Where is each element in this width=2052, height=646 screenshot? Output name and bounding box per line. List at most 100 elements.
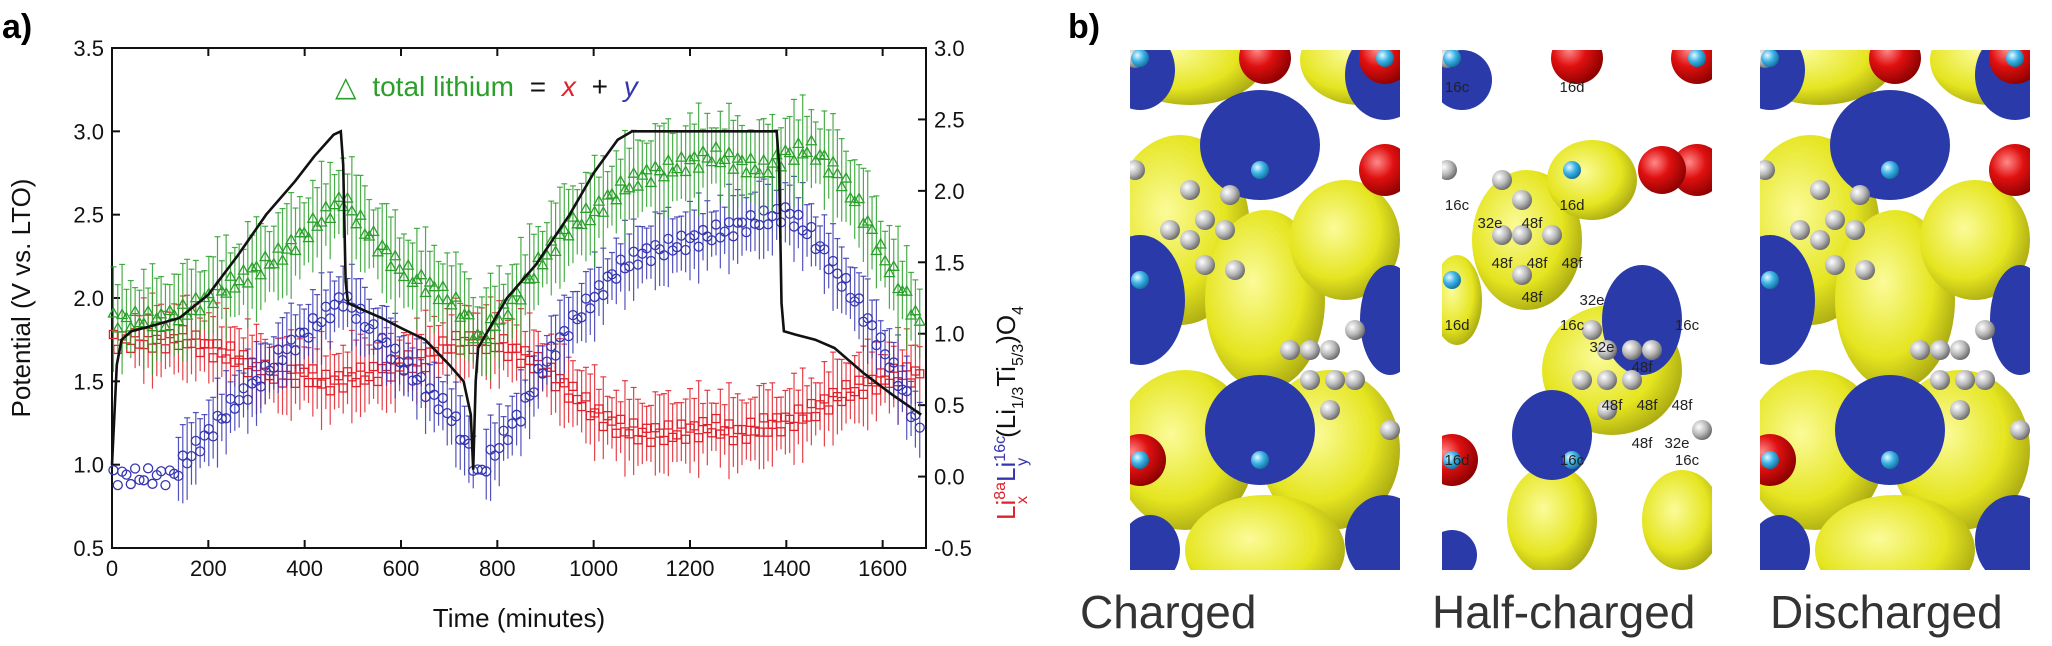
blue-density (1345, 495, 1400, 570)
lithium-atom (1810, 180, 1830, 200)
right-title-sub-13: 1/3 (1010, 387, 1027, 409)
total-point (376, 238, 389, 250)
lithium-atom (1130, 160, 1145, 180)
total-point (666, 165, 679, 177)
total-point (428, 280, 441, 292)
y-point (147, 478, 158, 489)
total-point (714, 156, 727, 168)
total-point (831, 167, 844, 179)
lithium-atom (1345, 370, 1365, 390)
site-label: 32e (1589, 339, 1614, 356)
total-point (870, 244, 883, 256)
y-point (142, 463, 154, 474)
total-point (129, 305, 142, 316)
yellow-density (1185, 495, 1345, 570)
total-point (688, 150, 701, 162)
total-point (792, 137, 805, 149)
legend-symbol: △ (335, 71, 357, 102)
yellow-density (1290, 180, 1400, 300)
lithium-atom (1260, 600, 1280, 620)
lithium-atom (1930, 340, 1950, 360)
y-point (108, 465, 119, 476)
view-charged-cell (1130, 50, 1400, 620)
total-point (163, 304, 176, 316)
titanium-atom (1761, 271, 1779, 289)
total-point (627, 166, 640, 178)
total-point (454, 310, 467, 322)
total-point (332, 190, 345, 202)
y-right-tick-label: 1.0 (934, 322, 965, 347)
lithium-atom (1180, 230, 1200, 250)
y-right-tick-label: 0.0 (934, 465, 965, 490)
y-left-tick-label: 1.5 (73, 369, 104, 394)
site-label: 16c (1560, 452, 1585, 469)
total-point (142, 304, 155, 316)
total-point (748, 163, 762, 175)
x-tick-label: 400 (286, 556, 323, 581)
total-point (644, 176, 658, 188)
total-point (237, 263, 250, 275)
titanium-atom (1443, 451, 1461, 469)
total-point (540, 248, 554, 260)
total-point (670, 162, 684, 174)
lithium-atom (1975, 320, 1995, 340)
total-point (501, 308, 515, 320)
total-point (345, 204, 358, 216)
legend-text: total lithium (372, 71, 514, 102)
total-point (241, 276, 254, 288)
total-point (419, 286, 432, 298)
x-tick-label: 1000 (569, 556, 618, 581)
y-right-tick-label: 3.0 (934, 36, 965, 61)
total-point (800, 146, 814, 158)
total-point (328, 198, 341, 210)
titanium-atom (1251, 161, 1269, 179)
oxygen-atom (1989, 144, 2030, 196)
yellow-density (1642, 470, 1712, 570)
total-point (224, 269, 237, 281)
total-point (852, 192, 866, 204)
titanium-atom (1131, 451, 1149, 469)
y-left-tick-label: 3.5 (73, 36, 104, 61)
total-point (523, 272, 536, 284)
total-point (220, 286, 233, 298)
site-label: 32e (1664, 435, 1689, 452)
total-point (280, 242, 293, 254)
total-point (497, 297, 510, 309)
total-point (319, 200, 332, 212)
blue-density (1130, 235, 1185, 365)
titanium-atom (1688, 50, 1706, 67)
total-point (878, 254, 892, 266)
total-point (826, 155, 840, 167)
right-title-sub-53: 5/3 (1010, 344, 1027, 366)
x-tick-label: 1200 (666, 556, 715, 581)
right-title-li-y: Li (991, 462, 1021, 482)
total-point (506, 293, 519, 305)
blue-density (1830, 90, 1950, 200)
total-point (558, 223, 571, 235)
yellow-density (1815, 495, 1975, 570)
total-point (259, 250, 272, 262)
site-label: 16c (1560, 317, 1585, 334)
site-label: 48f (1562, 255, 1584, 272)
lithium-atom (1622, 340, 1642, 360)
oxygen-atom (1359, 144, 1400, 196)
total-point (493, 313, 506, 325)
total-point (605, 187, 619, 199)
total-point (202, 287, 215, 299)
total-point (857, 216, 870, 228)
total-point (874, 237, 887, 249)
x-point (915, 369, 925, 379)
site-label: 16d (1444, 317, 1469, 334)
lithium-atom (1320, 340, 1340, 360)
total-point (835, 180, 848, 192)
total-point (761, 166, 775, 178)
y-point (125, 478, 136, 490)
total-point (623, 181, 636, 193)
total-point (579, 201, 593, 213)
lithium-atom (1320, 400, 1340, 420)
titanium-atom (2006, 50, 2024, 67)
y-right-tick-label: 1.5 (934, 250, 965, 275)
x-tick-label: 0 (106, 556, 118, 581)
x-tick-label: 1600 (858, 556, 907, 581)
lithium-atom (1300, 370, 1320, 390)
